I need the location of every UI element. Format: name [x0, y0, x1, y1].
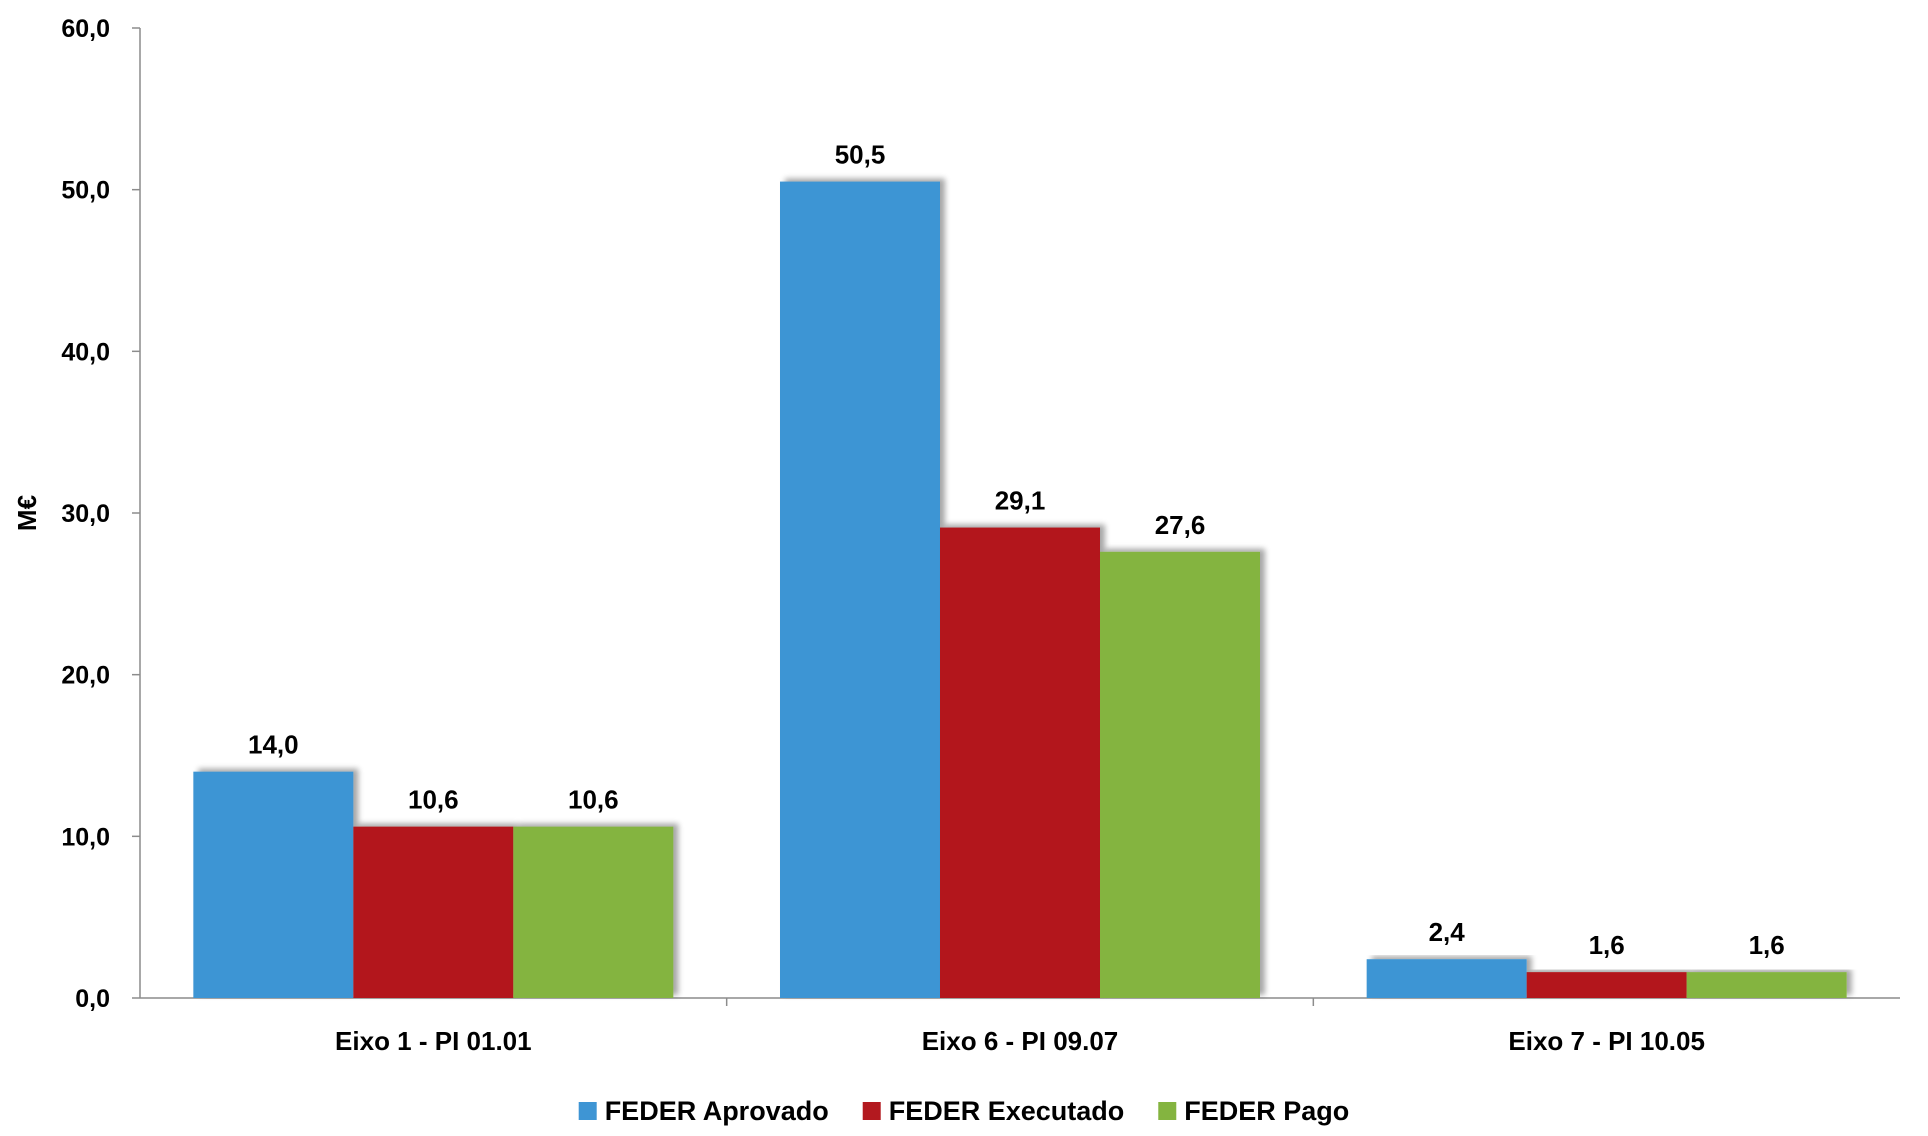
x-tick-label: Eixo 1 - PI 01.01: [335, 1026, 532, 1056]
bar: [353, 826, 514, 998]
y-tick-label: 0,0: [75, 985, 110, 1013]
data-label: 29,1: [995, 486, 1046, 516]
bars: [193, 181, 1847, 999]
bar: [1686, 972, 1847, 998]
data-label: 10,6: [408, 785, 459, 815]
y-tick-label: 30,0: [61, 500, 110, 528]
bar: [1100, 551, 1260, 998]
data-label: 50,5: [835, 140, 886, 170]
bar: [513, 826, 674, 998]
data-label: 1,6: [1589, 930, 1625, 960]
y-tick-label: 60,0: [61, 15, 110, 43]
data-label: 2,4: [1429, 917, 1466, 947]
bar: [193, 771, 354, 998]
legend-label: FEDER Pago: [1184, 1096, 1349, 1126]
bar: [940, 527, 1100, 998]
y-tick-label: 20,0: [61, 662, 110, 690]
y-tick-label: 10,0: [61, 823, 110, 851]
y-axis-title: M€: [12, 495, 42, 531]
bar: [1366, 959, 1527, 998]
data-label: 10,6: [568, 785, 619, 815]
legend-label: FEDER Executado: [889, 1096, 1125, 1126]
legend-swatch: [1158, 1102, 1177, 1120]
data-label: 27,6: [1155, 510, 1206, 540]
y-tick-label: 50,0: [61, 177, 110, 205]
axes: 0,0 10,0 20,0 30,0 40,0 50,0 60,0 M€ Eixo 1 - PI…: [12, 15, 1900, 1056]
legend-swatch: [578, 1102, 597, 1120]
data-label: 1,6: [1749, 930, 1785, 960]
x-tick-label: Eixo 6 - PI 09.07: [922, 1026, 1119, 1056]
bar: [780, 181, 940, 999]
data-labels: 14,0 10,6 10,6 50,5 29,1 27,6 2,4 1,6 1,6: [248, 140, 1785, 961]
data-label: 14,0: [248, 730, 299, 760]
bar: [1526, 972, 1687, 998]
x-tick-label: Eixo 7 - PI 10.05: [1508, 1026, 1705, 1056]
legend: FEDER Aprovado FEDER Executado FEDER Pago: [578, 1096, 1349, 1126]
legend-swatch: [862, 1102, 881, 1120]
legend-label: FEDER Aprovado: [605, 1096, 829, 1126]
y-tick-label: 40,0: [61, 338, 110, 366]
